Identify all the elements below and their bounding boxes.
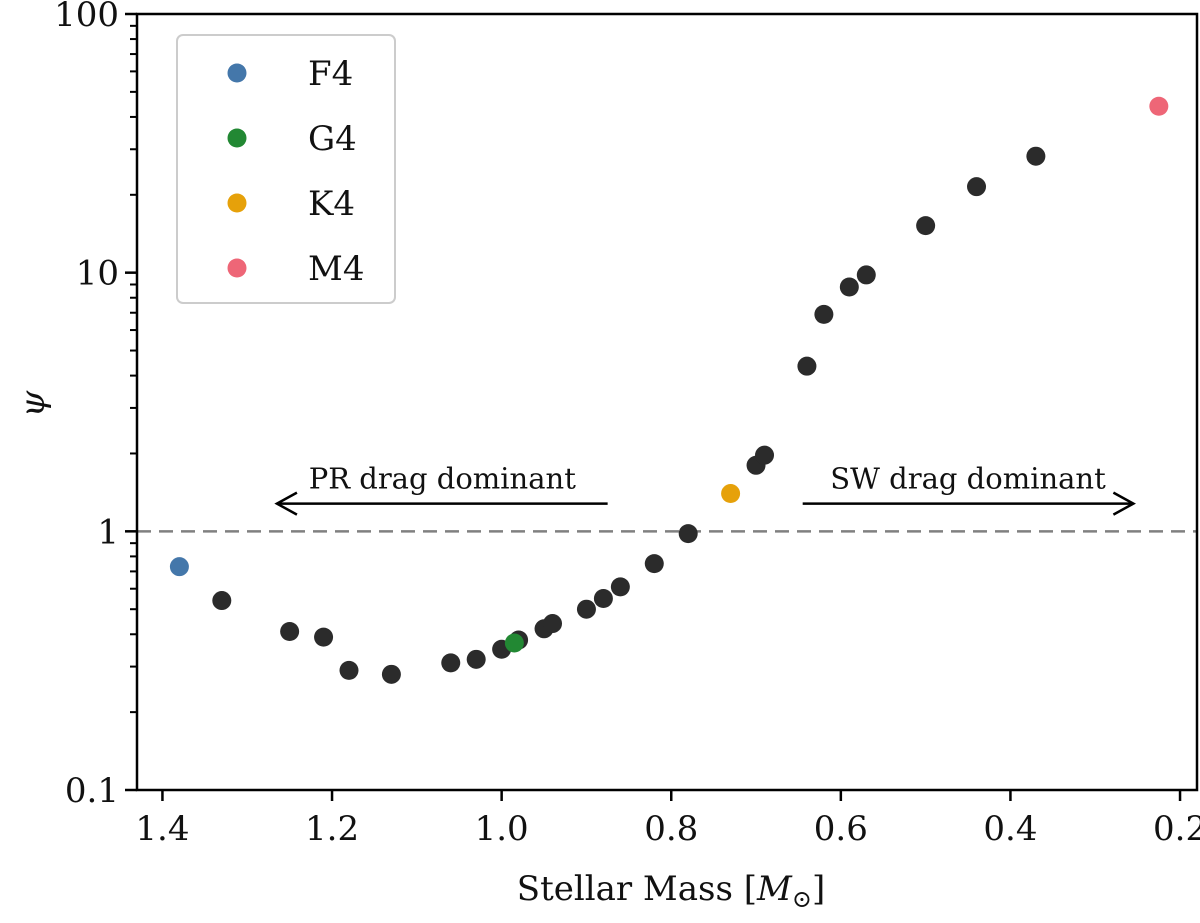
x-axis-label: Stellar Mass [M⊙] (517, 869, 825, 913)
data-point (814, 304, 834, 324)
legend-marker-f4 (227, 63, 247, 83)
legend-label-m4: M4 (308, 249, 364, 289)
x-tick-label: 1.2 (305, 809, 359, 849)
x-tick-label: 0.4 (983, 809, 1037, 849)
annotations: PR drag dominant SW drag dominant (274, 462, 1136, 516)
legend-box (176, 34, 396, 304)
legend: F4 G4 K4 M4 (176, 34, 396, 304)
data-point (967, 177, 987, 197)
data-point (441, 653, 461, 673)
point-f4 (169, 557, 189, 577)
data-point (839, 277, 859, 297)
x-tick-label: 0.8 (644, 809, 698, 849)
data-point (280, 621, 300, 641)
annotation-arrowhead (274, 491, 298, 516)
legend-label-k4: K4 (308, 184, 355, 224)
data-point (755, 445, 775, 465)
data-point (610, 577, 630, 597)
data-point (339, 660, 359, 680)
data-point (543, 614, 563, 634)
point-g4 (504, 633, 524, 653)
x-label-bracket: ] (812, 869, 825, 909)
data-point (1026, 146, 1046, 166)
data-point (797, 356, 817, 376)
axis-ticks (125, 12, 1182, 801)
legend-label-g4: G4 (308, 119, 357, 159)
annotation-pr-drag: PR drag dominant (274, 462, 608, 516)
plot-frame (135, 12, 1199, 792)
data-points (169, 96, 1169, 684)
legend-marker-m4 (227, 258, 247, 278)
point-k4 (721, 484, 741, 504)
annotation-sw-drag: SW drag dominant (802, 462, 1136, 516)
annotation-text: PR drag dominant (309, 462, 577, 496)
y-axis-label: ψ (13, 390, 53, 417)
data-point (593, 588, 613, 608)
data-point (576, 599, 596, 619)
legend-marker-k4 (227, 193, 247, 213)
legend-marker-g4 (227, 128, 247, 148)
annotation-arrowhead (1112, 491, 1136, 516)
tick-labels: 1.4 1.2 1.0 0.8 0.6 0.4 0.2 0.1 1 10 100 (54, 0, 1200, 849)
x-tick-label: 0.6 (814, 809, 868, 849)
y-tick-label: 1 (97, 512, 119, 552)
data-point (314, 627, 334, 647)
x-label-text: Stellar Mass [ (517, 869, 757, 909)
x-tick-label: 1.0 (475, 809, 529, 849)
point-m4 (1149, 96, 1169, 116)
data-point (466, 649, 486, 669)
data-point (381, 664, 401, 684)
x-label-symbol: M (756, 869, 793, 909)
y-tick-label: 0.1 (65, 771, 119, 811)
annotation-text: SW drag dominant (830, 462, 1106, 496)
x-tick-label: 0.2 (1153, 809, 1200, 849)
data-point (856, 265, 876, 285)
legend-label-f4: F4 (308, 54, 353, 94)
data-point (916, 216, 936, 236)
x-tick-label: 1.4 (135, 809, 189, 849)
y-tick-label: 100 (54, 0, 119, 35)
data-point (212, 591, 232, 611)
data-point (678, 524, 698, 544)
x-label-subscript: ⊙ (792, 885, 812, 913)
y-tick-label: 10 (76, 254, 119, 294)
data-point (644, 554, 664, 574)
